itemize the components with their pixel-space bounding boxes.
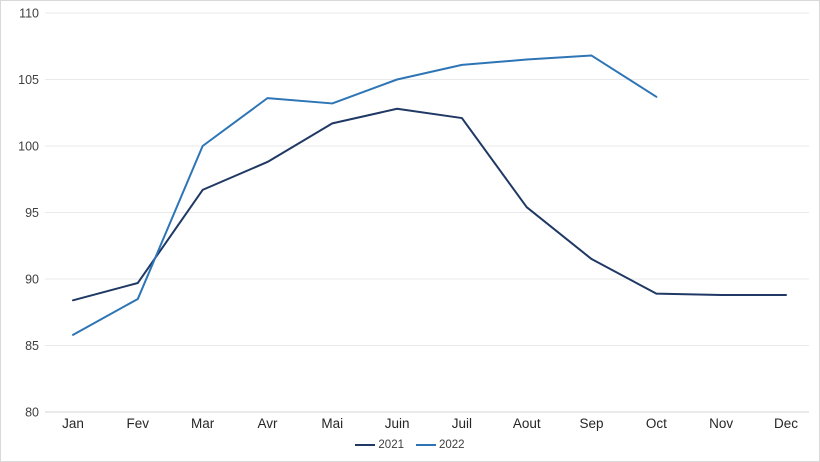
series-line-2022 [72, 54, 658, 336]
line-chart: 110 105 100 95 90 85 80 Jan Fev Mar Avr Mai Juin Juil… [18, 7, 809, 431]
legend-swatch-2021 [355, 444, 376, 446]
y-tick-label: 85 [25, 339, 39, 353]
y-tick-label: 105 [18, 73, 39, 87]
x-tick-label: Nov [709, 416, 733, 431]
x-tick-label: Avr [257, 416, 278, 431]
legend-label: 2021 [378, 439, 404, 451]
x-tick-label: Mar [191, 416, 215, 431]
y-tick-label: 100 [18, 140, 39, 154]
y-tick-label: 80 [25, 406, 39, 420]
x-tick-label: Juil [452, 416, 472, 431]
x-tick-label: Mai [321, 416, 343, 431]
x-tick-label: Dec [774, 416, 798, 431]
series-line-2021 [72, 107, 787, 302]
y-tick-label: 110 [19, 7, 39, 21]
y-tick-label: 95 [25, 206, 39, 220]
y-tick-label: 90 [25, 273, 39, 287]
legend-label: 2022 [439, 439, 465, 451]
chart-legend: 2021 2022 [1, 435, 819, 455]
x-tick-label: Sep [580, 416, 604, 431]
x-tick-label: Fev [127, 416, 150, 431]
legend-swatch-2022 [416, 444, 436, 446]
legend-item-2022: 2022 [416, 439, 465, 451]
x-tick-label: Jan [62, 416, 84, 431]
x-tick-label: Aout [513, 416, 541, 431]
x-tick-label: Oct [646, 416, 667, 431]
x-tick-label: Juin [385, 416, 410, 431]
legend-item-2021: 2021 [355, 439, 404, 451]
